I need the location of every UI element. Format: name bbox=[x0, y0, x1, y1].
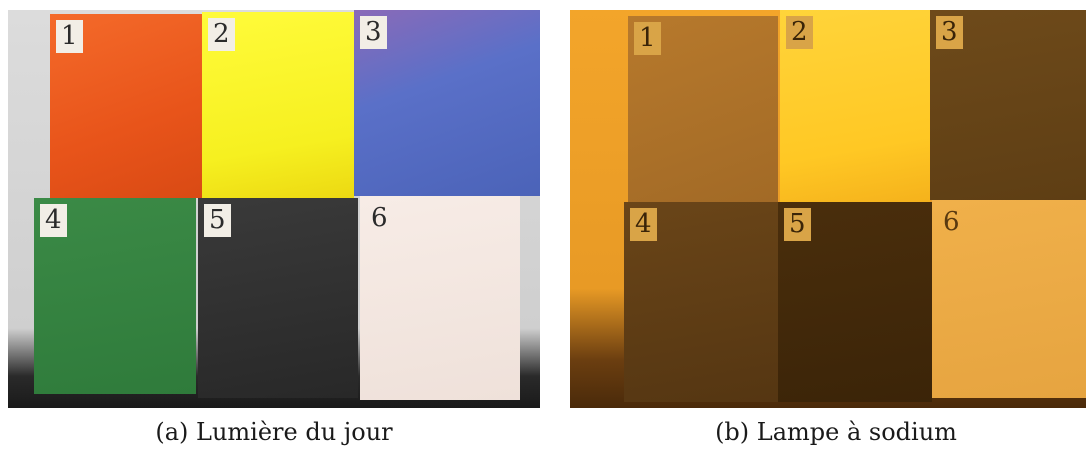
color-panel-6: 6 bbox=[360, 196, 520, 400]
color-panel-2: 2 bbox=[202, 12, 354, 198]
panel-number-label: 1 bbox=[634, 22, 661, 55]
panel-number-label: 1 bbox=[56, 20, 83, 53]
color-panel-6: 6 bbox=[932, 200, 1086, 398]
panel-number-label: 4 bbox=[40, 204, 67, 237]
panel-number-label: 2 bbox=[208, 18, 235, 51]
sodium-lamp-photo: 1 2 3 4 5 6 bbox=[570, 10, 1086, 408]
panel-number-label: 5 bbox=[784, 208, 811, 241]
panel-number-label: 3 bbox=[936, 16, 963, 49]
panel-number-label: 5 bbox=[204, 204, 231, 237]
color-panel-1: 1 bbox=[628, 16, 778, 202]
color-panel-3: 3 bbox=[930, 10, 1086, 200]
panel-number-label: 3 bbox=[360, 16, 387, 49]
color-panel-1: 1 bbox=[50, 14, 202, 198]
color-panel-5: 5 bbox=[198, 198, 358, 398]
color-panel-5: 5 bbox=[778, 202, 932, 402]
caption-sodium-lamp: (b) Lampe à sodium bbox=[715, 418, 957, 446]
color-panel-3: 3 bbox=[354, 10, 540, 196]
panel-number-label: 2 bbox=[786, 16, 813, 49]
daylight-photo: 1 2 3 4 5 6 bbox=[8, 10, 540, 408]
color-panel-4: 4 bbox=[624, 202, 778, 402]
panel-number-label: 6 bbox=[943, 207, 960, 237]
panel-number-label: 4 bbox=[630, 208, 657, 241]
caption-daylight: (a) Lumière du jour bbox=[155, 418, 393, 446]
color-panel-4: 4 bbox=[34, 198, 196, 394]
panel-number-label: 6 bbox=[371, 203, 388, 233]
color-panel-2: 2 bbox=[780, 10, 930, 202]
